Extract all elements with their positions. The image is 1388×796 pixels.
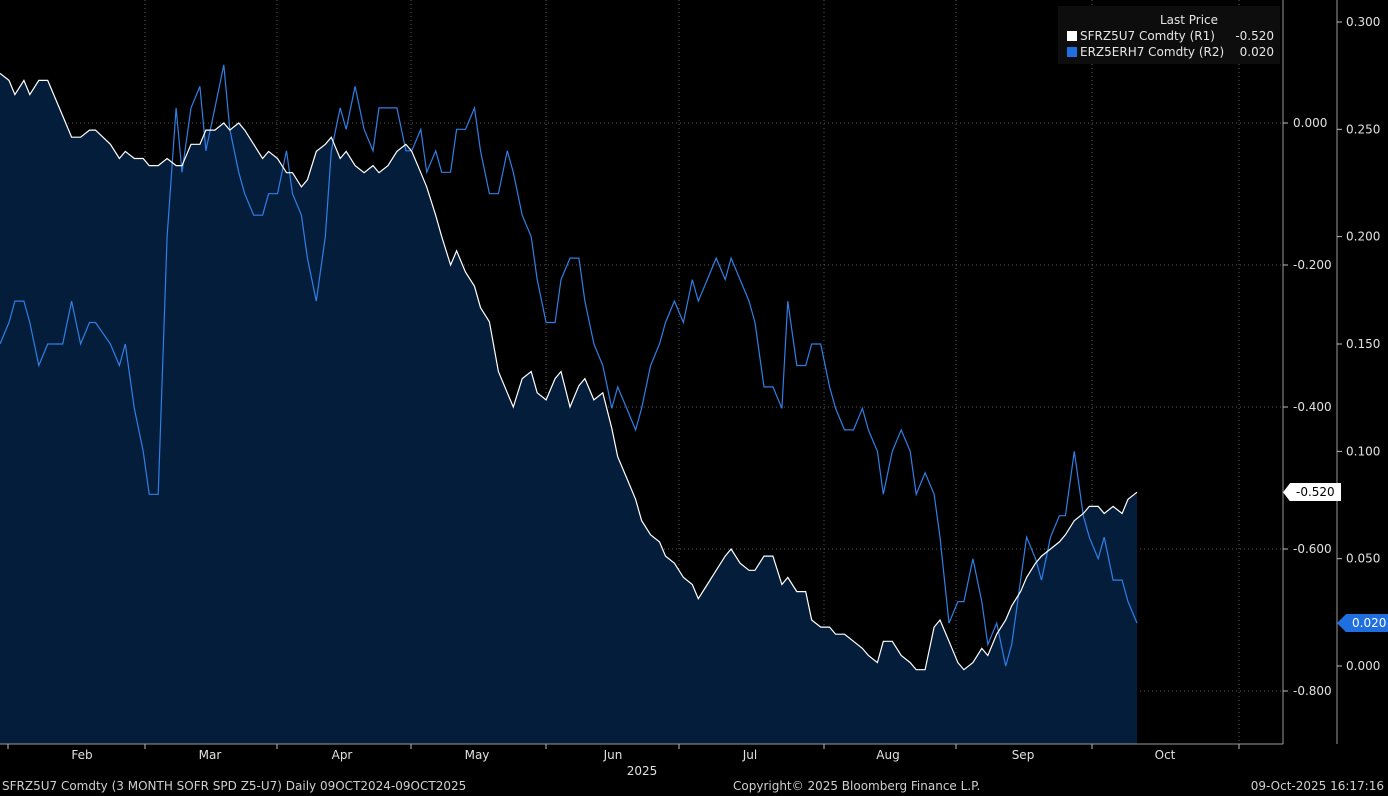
series-line-erz5erh7 xyxy=(0,64,1138,667)
x-axis-month-label: Apr xyxy=(332,748,353,762)
legend-value-sfrz5u7: -0.520 xyxy=(1235,29,1274,43)
footer-description: SFRZ5U7 Comdty (3 MONTH SOFR SPD Z5-U7) … xyxy=(2,779,467,793)
series-area-sfrz5u7 xyxy=(0,73,1137,745)
x-axis-month-label: May xyxy=(465,748,490,762)
last-price-badge-erz5erh7: 0.020 xyxy=(1346,614,1388,633)
legend-swatch-blue xyxy=(1067,47,1077,57)
x-axis-month-label: Aug xyxy=(876,748,899,762)
footer-copyright: Copyright© 2025 Bloomberg Finance L.P. xyxy=(733,779,981,793)
right-axis-tick-label: 0.100 xyxy=(1346,444,1380,458)
footer-timestamp: 09-Oct-2025 16:17:16 xyxy=(1250,779,1384,793)
series-line-sfrz5u7 xyxy=(0,72,1138,671)
legend-item-erz5erh7[interactable]: ERZ5ERH7 Comdty (R2) 0.020 xyxy=(1058,44,1280,60)
left-axis-tick-label: -0.800 xyxy=(1293,684,1332,698)
right-axis-tick-label: 0.250 xyxy=(1346,122,1380,136)
left-axis-tick-label: 0.000 xyxy=(1293,116,1327,130)
legend-item-sfrz5u7[interactable]: SFRZ5U7 Comdty (R1) -0.520 xyxy=(1058,28,1280,44)
x-axis-month-label: Jun xyxy=(603,748,623,762)
left-axis-tick-label: -0.400 xyxy=(1293,400,1332,414)
badge-pointer-erz5erh7 xyxy=(1337,614,1346,633)
x-axis-month-label: Jul xyxy=(742,748,757,762)
x-axis-month-label: Feb xyxy=(71,748,92,762)
legend: Last Price SFRZ5U7 Comdty (R1) -0.520 ER… xyxy=(1058,6,1280,64)
left-axis-tick-label: -0.600 xyxy=(1293,542,1332,556)
legend-value-erz5erh7: 0.020 xyxy=(1239,45,1274,59)
x-axis-month-label: Oct xyxy=(1155,748,1176,762)
last-price-badge-sfrz5u7: -0.520 xyxy=(1290,483,1341,502)
legend-label-erz5erh7: ERZ5ERH7 Comdty (R2) xyxy=(1080,45,1225,59)
right-axis-tick-label: 0.150 xyxy=(1346,337,1380,351)
right-axis-tick-label: 0.200 xyxy=(1346,230,1380,244)
legend-label-sfrz5u7: SFRZ5U7 Comdty (R1) xyxy=(1080,29,1215,43)
legend-swatch-white xyxy=(1067,31,1077,41)
right-axis-tick-label: 0.300 xyxy=(1346,15,1380,29)
left-axis-tick-label: -0.200 xyxy=(1293,258,1332,272)
x-axis-year-label: 2025 xyxy=(627,764,658,778)
right-axis-tick-label: 0.050 xyxy=(1346,552,1380,566)
x-axis-month-label: Sep xyxy=(1012,748,1035,762)
right-axis-tick-label: 0.000 xyxy=(1346,659,1380,673)
legend-title: Last Price xyxy=(1159,13,1219,27)
x-axis-month-label: Mar xyxy=(199,748,222,762)
badge-pointer-sfrz5u7 xyxy=(1283,483,1290,502)
